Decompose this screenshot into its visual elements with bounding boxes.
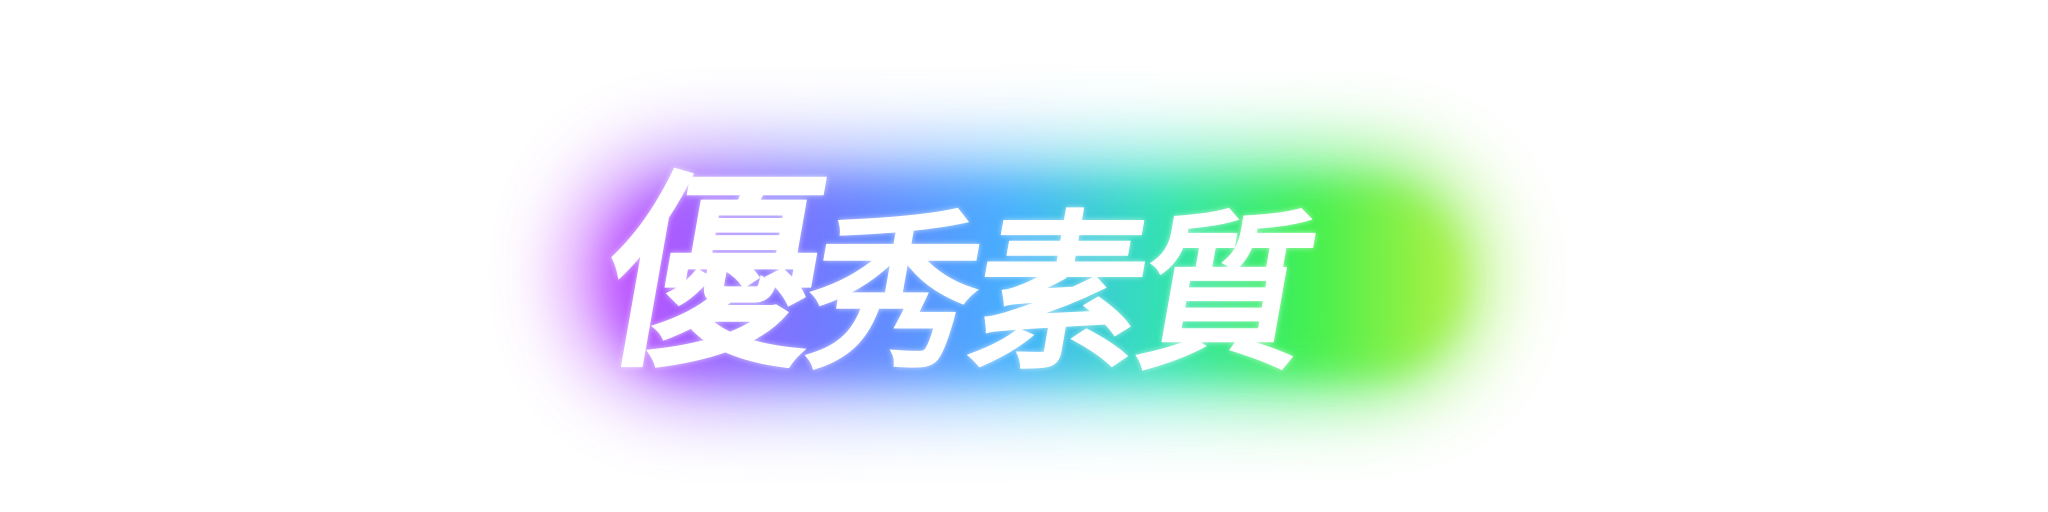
headline-char: 質 bbox=[1123, 196, 1329, 394]
rainbow-glow-inner bbox=[610, 185, 1460, 375]
headline-title: 優 秀 素 質 bbox=[587, 130, 1494, 397]
